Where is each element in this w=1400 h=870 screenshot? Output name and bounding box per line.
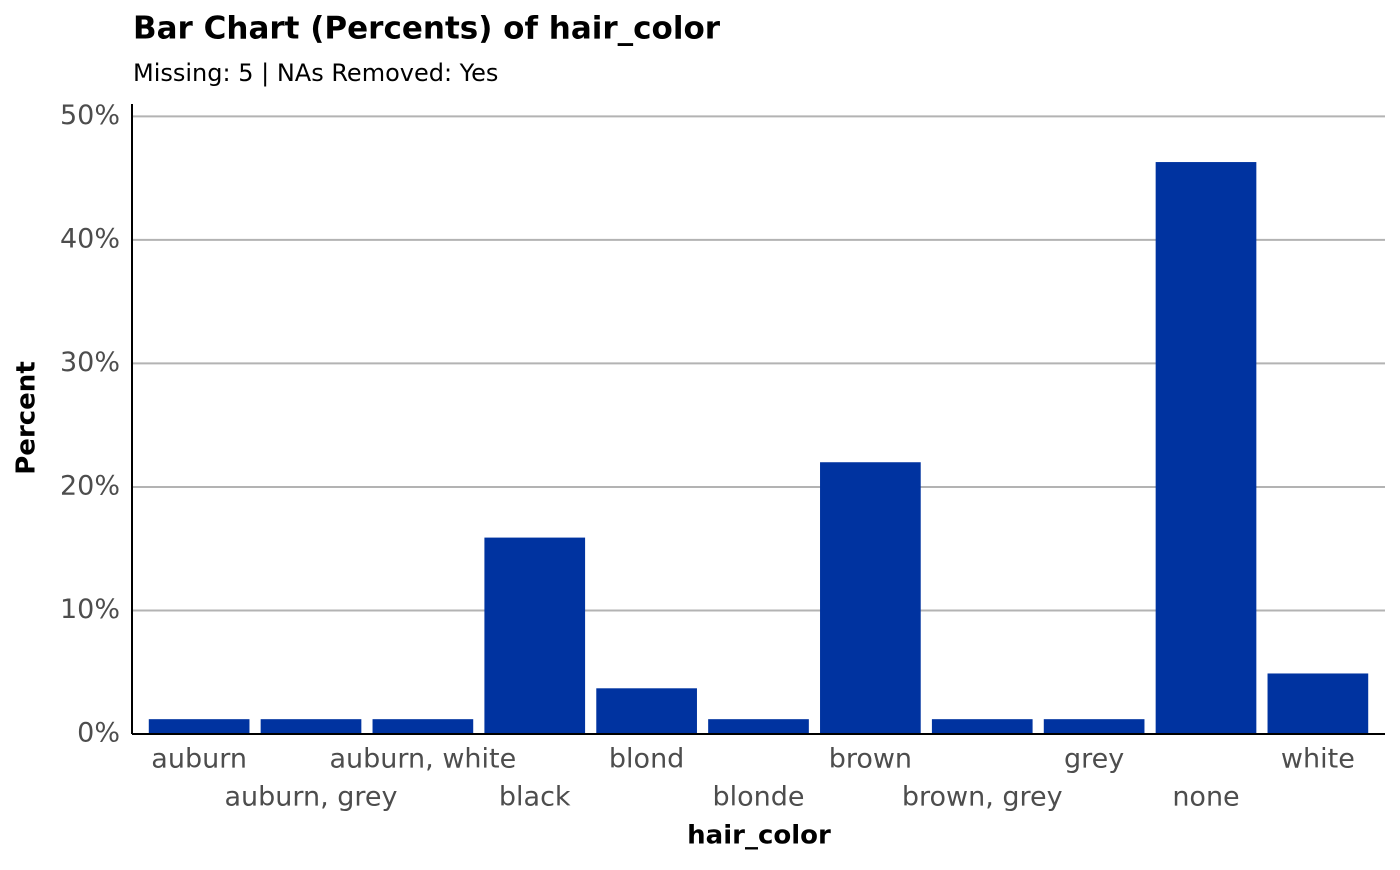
chart-subtitle: Missing: 5 | NAs Removed: Yes [133,59,498,87]
x-tick-label: auburn, white [330,744,517,775]
bar [596,688,697,734]
y-axis-title: Percent [12,361,42,475]
chart-title: Bar Chart (Percents) of hair_color [133,11,721,47]
bar [708,719,809,734]
y-tick-label: 30% [60,347,120,378]
x-tick-label: brown [829,744,912,775]
y-tick-label: 0% [77,718,120,749]
bar [484,537,586,734]
x-tick-label: grey [1064,744,1124,775]
x-tick-label: none [1172,782,1239,813]
x-tick-label: brown, grey [902,782,1063,813]
x-tick-label: black [499,782,571,813]
bar [372,719,474,734]
x-tick-label: blonde [712,782,804,813]
bar [1043,719,1145,734]
bar [148,719,250,734]
y-tick-label: 10% [60,594,120,625]
x-tick-label: white [1281,744,1355,775]
bar [1267,673,1369,734]
y-tick-label: 50% [60,100,120,131]
bar [1155,162,1257,734]
x-tick-label: auburn, grey [224,782,397,813]
y-tick-label: 20% [60,470,120,501]
x-tick-label: blond [609,744,684,775]
y-tick-label: 40% [60,223,120,254]
x-axis-title: hair_color [687,821,831,851]
bar [260,719,362,734]
bar [931,719,1033,734]
x-tick-label: auburn [151,744,247,775]
bar [820,462,921,734]
